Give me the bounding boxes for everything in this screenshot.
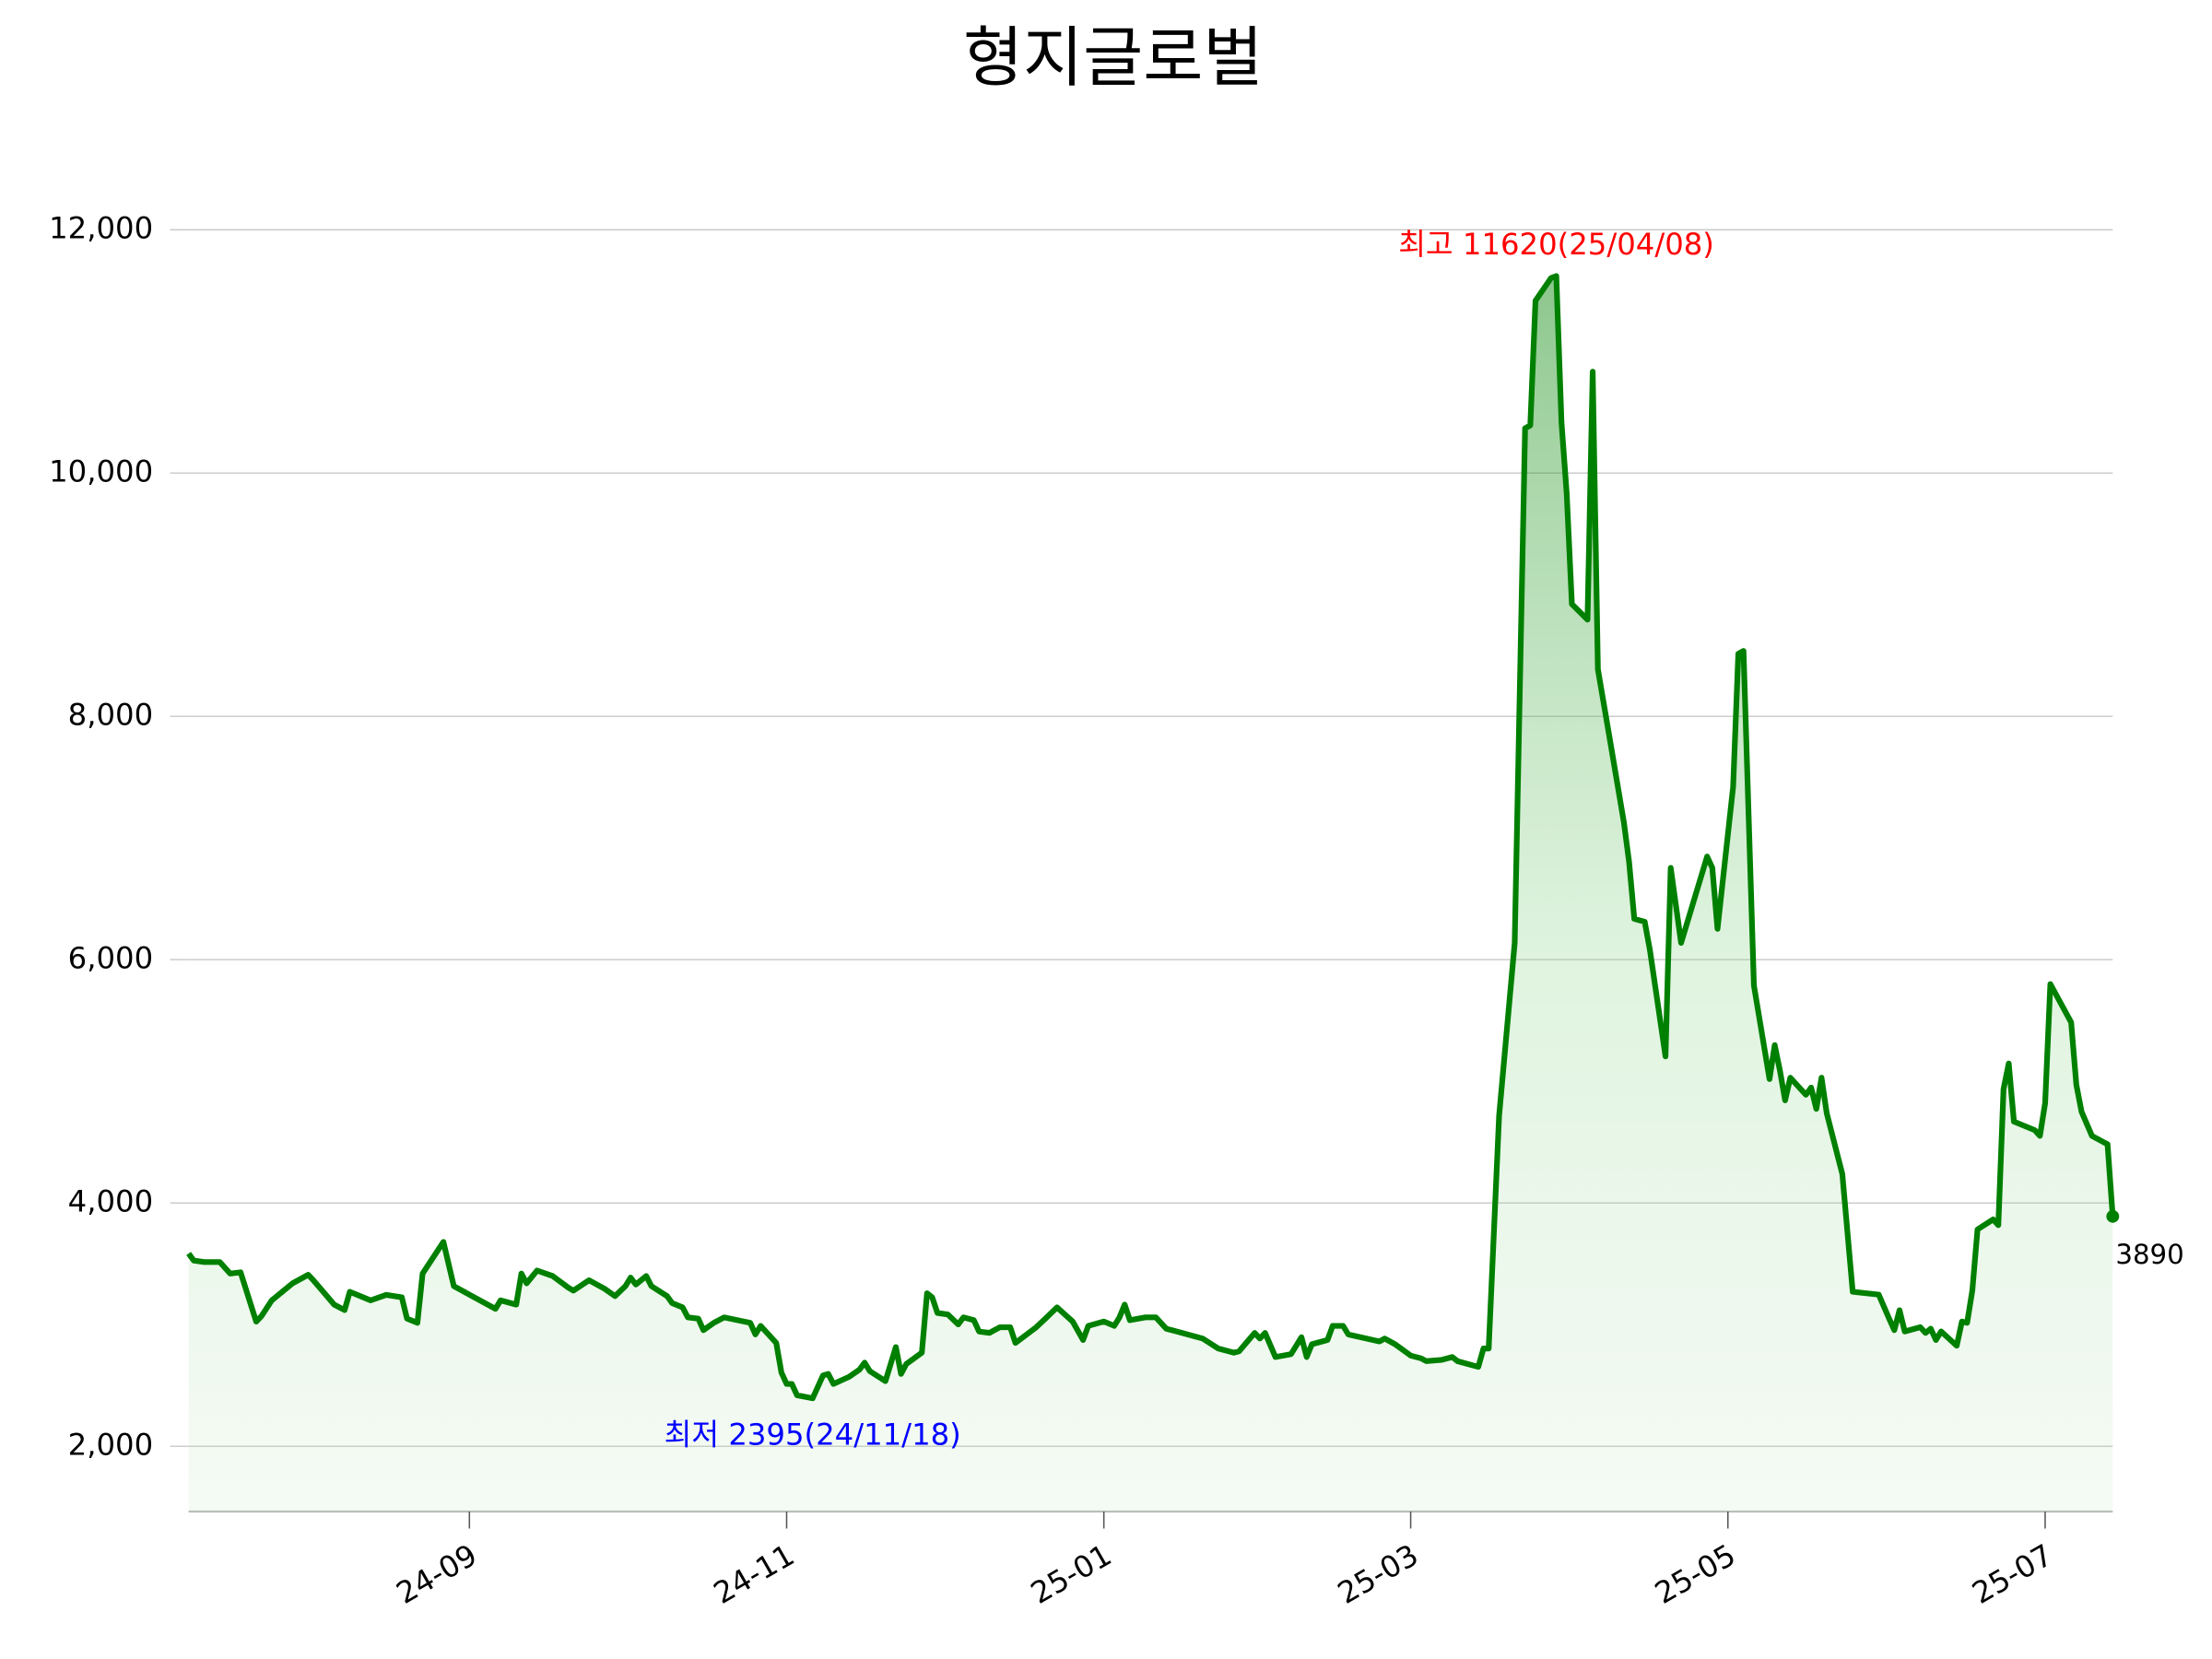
y-tick-label: 4,000 <box>68 1183 153 1218</box>
x-tick-label: 25-05 <box>1649 1537 1741 1611</box>
y-tick-label: 12,000 <box>49 210 153 245</box>
last-point <box>2106 1209 2120 1223</box>
price-line <box>186 273 2116 1402</box>
y-tick-label: 6,000 <box>68 940 153 975</box>
area <box>188 276 2113 1512</box>
x-tick-label: 25-03 <box>1332 1537 1424 1611</box>
chart-title: 형지글로벌 <box>963 19 1263 96</box>
y-tick-label: 2,000 <box>68 1427 153 1462</box>
x-tick-label: 25-01 <box>1025 1537 1117 1611</box>
max-annotation: 최고 11620(25/04/08) <box>1398 227 1714 262</box>
y-tick-label: 8,000 <box>68 697 153 732</box>
min-annotation: 최저 2395(24/11/18) <box>665 1418 961 1453</box>
last-value-label: 3890 <box>2115 1239 2183 1270</box>
x-tick-label: 24-11 <box>708 1537 800 1611</box>
y-tick-label: 10,000 <box>49 453 153 488</box>
x-tick-label: 24-09 <box>391 1537 483 1611</box>
x-tick-label: 25-07 <box>1966 1537 2058 1611</box>
